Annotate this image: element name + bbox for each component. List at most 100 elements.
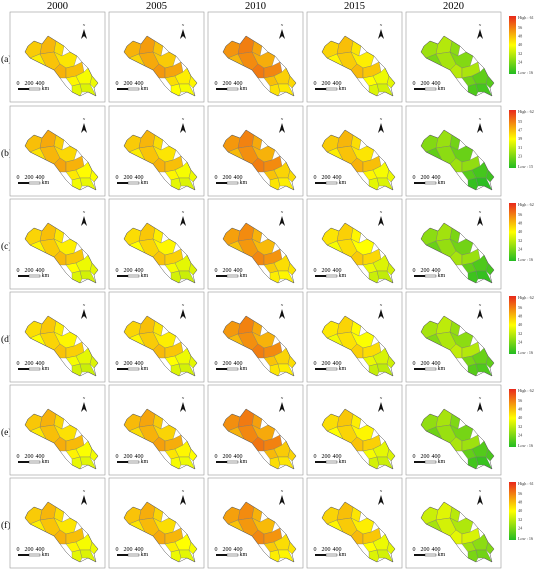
legend-colorbar [509, 296, 516, 354]
scale-tick-label: 200 [322, 81, 331, 87]
county-region [53, 343, 67, 359]
county-region [251, 529, 265, 545]
scale-tick-label: 0 [413, 268, 416, 274]
legend-tick-label: 56 [518, 212, 522, 217]
legend-tick-label: 32 [518, 424, 522, 429]
scale-tick-label: 200 [25, 268, 34, 274]
row-label-4: (d) [1, 334, 12, 345]
scale-unit: km [438, 552, 446, 558]
north-arrow-shape [81, 123, 87, 133]
scale-tick-label: 0 [116, 268, 119, 274]
north-label: N [182, 396, 185, 400]
legend-tick-label: 31 [518, 145, 522, 150]
scale-bar-black [18, 88, 29, 90]
county-region [152, 343, 166, 359]
north-arrow-icon: N [378, 396, 384, 412]
scale-tick-label: 200 [421, 268, 430, 274]
scale-unit: km [339, 552, 347, 558]
scale-tick-label: 200 [322, 175, 331, 181]
scale-bar-black [18, 182, 29, 184]
legend-high-label: High : 62 [518, 109, 534, 114]
scale-bar-black [216, 461, 227, 463]
legend-row-5: High : 62 56 48 40 32 24 Low : 16 [509, 388, 534, 448]
province-map [123, 408, 198, 470]
scale-tick-label: 200 [322, 547, 331, 553]
north-arrow-icon: N [477, 303, 483, 319]
north-arrow-shape [477, 216, 483, 226]
scale-bar-black [315, 554, 326, 556]
north-arrow-shape [378, 495, 384, 505]
scale-bar-white [424, 274, 437, 278]
province-map [321, 501, 396, 563]
scale-unit: km [438, 86, 446, 92]
province-map [321, 35, 396, 97]
north-arrow-icon: N [378, 23, 384, 39]
county-region [449, 157, 463, 173]
legend-tick-label: 40 [518, 508, 522, 513]
province-map [222, 501, 297, 563]
scale-tick-label: 400 [234, 454, 243, 460]
scale-bar-white [127, 87, 140, 91]
legend-tick-label: 32 [518, 331, 522, 336]
scale-tick-label: 0 [215, 361, 218, 367]
scale-tick-label: 0 [413, 361, 416, 367]
north-arrow-shape [279, 123, 285, 133]
scale-unit: km [240, 180, 248, 186]
legend-low-label: Low : 16 [518, 257, 533, 262]
scale-tick-label: 200 [25, 81, 34, 87]
scale-bar-black [18, 554, 29, 556]
province-map [24, 501, 99, 563]
scale-tick-label: 400 [234, 361, 243, 367]
legend-low-label: Low : 16 [518, 536, 533, 541]
scale-tick-label: 400 [135, 175, 144, 181]
north-arrow-icon: N [180, 210, 186, 226]
north-arrow-shape [180, 216, 186, 226]
legend-row-1: High : 61 56 48 40 32 24 Low : 16 [509, 15, 534, 75]
scale-tick-label: 400 [432, 547, 441, 553]
scale-bar-black [315, 275, 326, 277]
north-label: N [380, 23, 383, 27]
north-arrow-shape [378, 29, 384, 39]
scale-bar-black [18, 275, 29, 277]
scale-tick-label: 400 [333, 454, 342, 460]
north-label: N [182, 210, 185, 214]
scale-tick-label: 200 [124, 81, 133, 87]
county-region [152, 529, 166, 545]
scale-tick-label: 400 [432, 268, 441, 274]
north-arrow-icon: N [180, 23, 186, 39]
scale-tick-label: 0 [413, 81, 416, 87]
legend-tick-label: 56 [518, 305, 522, 310]
scale-unit: km [141, 552, 149, 558]
scale-unit: km [42, 459, 50, 465]
legend-tick-label: 48 [518, 34, 522, 39]
scale-unit: km [42, 366, 50, 372]
county-region [350, 157, 364, 173]
scale-bar-black [414, 275, 425, 277]
scale-tick-label: 0 [17, 547, 20, 553]
north-label: N [380, 303, 383, 307]
scale-tick-label: 200 [223, 454, 232, 460]
north-label: N [83, 210, 86, 214]
scale-tick-label: 0 [17, 81, 20, 87]
north-arrow-shape [477, 29, 483, 39]
scale-tick-label: 200 [25, 361, 34, 367]
county-region [152, 436, 166, 452]
scale-bar-black [216, 275, 227, 277]
county-region [251, 250, 265, 266]
